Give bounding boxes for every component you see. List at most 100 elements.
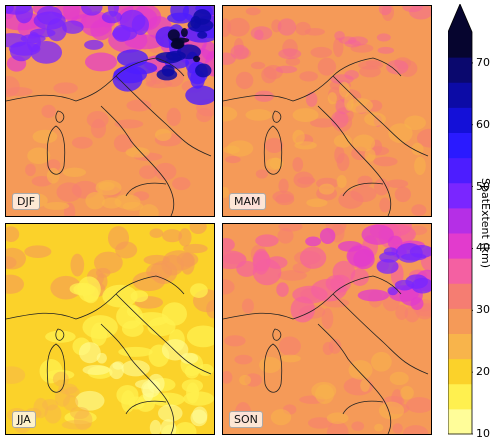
field-patch xyxy=(193,55,201,63)
field-patch xyxy=(278,336,301,356)
field-patch xyxy=(357,175,373,187)
field-patch xyxy=(333,134,353,148)
field-patch xyxy=(70,406,90,420)
field-patch xyxy=(197,363,214,376)
field-patch xyxy=(299,71,318,82)
field-patch xyxy=(183,243,208,254)
field-patch xyxy=(361,224,394,245)
field-patch xyxy=(158,404,183,422)
field-patch xyxy=(195,63,212,78)
field-patch xyxy=(186,325,214,348)
colorbar-segment xyxy=(448,258,472,284)
field-patch xyxy=(139,204,159,216)
field-patch xyxy=(141,380,161,398)
field-patch xyxy=(193,9,212,25)
field-patch xyxy=(278,178,289,194)
field-patch xyxy=(29,28,56,38)
field-patch xyxy=(254,29,264,41)
field-patch xyxy=(167,29,180,41)
field-patch xyxy=(373,156,398,167)
coastline xyxy=(223,57,429,216)
field-patch xyxy=(280,354,301,363)
field-patch xyxy=(326,412,349,424)
coastline xyxy=(6,275,212,434)
field-patch xyxy=(33,11,66,30)
colorbar-frame xyxy=(448,4,473,435)
field-patch xyxy=(41,104,56,118)
field-patch xyxy=(402,6,423,13)
field-patch xyxy=(235,71,254,90)
field-patch xyxy=(332,112,353,132)
field-patch xyxy=(379,197,391,213)
map-panel-djf: DJF xyxy=(5,5,215,217)
field-patch xyxy=(172,177,191,191)
field-patch xyxy=(255,169,269,179)
field-patch xyxy=(311,381,337,400)
season-label: JJA xyxy=(12,411,36,428)
field-patch xyxy=(383,247,398,256)
field-patch xyxy=(70,253,85,277)
field-patch xyxy=(410,297,424,310)
field-patch xyxy=(86,111,109,129)
field-patch xyxy=(6,76,20,97)
field-patch xyxy=(93,251,123,274)
colorbar-tick-label: 60 xyxy=(476,117,490,131)
field-patch xyxy=(346,98,373,113)
colorbar-segment xyxy=(448,82,472,108)
map-panel-jja: JJA xyxy=(5,223,215,435)
field-patch xyxy=(190,409,208,427)
field-patch xyxy=(6,226,20,243)
field-patch xyxy=(276,282,289,297)
field-patch xyxy=(30,41,63,64)
colorbar-segment xyxy=(448,207,472,234)
field-patch xyxy=(62,20,84,34)
field-patch xyxy=(250,61,266,70)
field-patch xyxy=(241,298,254,314)
field-patch xyxy=(197,31,208,39)
field-patch xyxy=(107,6,119,17)
field-patch xyxy=(58,383,78,395)
field-patch xyxy=(139,165,157,179)
season-label: MAM xyxy=(229,193,266,210)
field-patch xyxy=(165,50,186,61)
field-patch xyxy=(277,228,294,244)
field-patch xyxy=(252,248,270,275)
field-patch xyxy=(84,52,118,72)
field-patch xyxy=(306,198,328,208)
field-patch xyxy=(411,277,431,294)
colorbar-segment xyxy=(448,32,472,58)
field-patch xyxy=(292,108,319,122)
colorbar-segment xyxy=(448,383,472,410)
colorbar-segment xyxy=(448,182,472,209)
field-patch xyxy=(293,171,314,188)
field-patch xyxy=(326,421,349,434)
field-patch xyxy=(271,19,282,33)
field-patch xyxy=(223,238,235,252)
field-patch xyxy=(373,178,390,196)
field-patch xyxy=(61,420,92,430)
field-patch xyxy=(25,163,36,177)
field-patch xyxy=(245,7,261,16)
colorbar-extend-arrow xyxy=(448,4,472,32)
field-patch xyxy=(411,204,427,216)
field-patch xyxy=(6,256,17,269)
map-field xyxy=(223,6,431,216)
colorbar-tick-label: 40 xyxy=(476,241,490,255)
field-patch xyxy=(411,142,424,156)
colorbar-tick-label: 20 xyxy=(476,365,490,379)
field-patch xyxy=(394,279,415,291)
field-patch xyxy=(31,176,53,187)
field-patch xyxy=(223,106,238,122)
field-patch xyxy=(180,28,188,38)
field-patch xyxy=(327,92,337,105)
field-patch xyxy=(348,360,373,380)
field-patch xyxy=(307,417,333,429)
field-patch xyxy=(310,118,337,128)
field-patch xyxy=(364,148,376,162)
field-patch xyxy=(403,425,429,434)
field-patch xyxy=(154,162,177,181)
field-patch xyxy=(112,24,131,42)
field-patch xyxy=(381,6,395,22)
field-patch xyxy=(6,33,28,48)
colorbar-segment xyxy=(448,107,472,133)
